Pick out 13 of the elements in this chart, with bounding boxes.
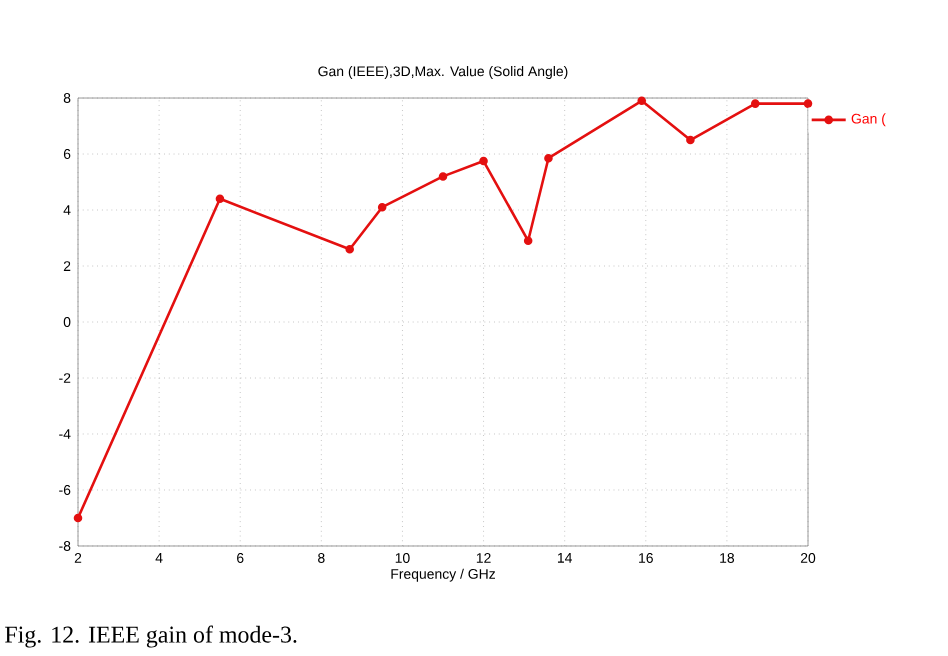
- point: [215, 194, 225, 204]
- caption: Fig. 12. IEEE gain of mode-3.: [5, 625, 297, 648]
- point: [73, 513, 83, 523]
- point: [438, 172, 448, 181]
- point: [377, 202, 387, 212]
- point: [345, 244, 355, 254]
- point: [686, 135, 695, 145]
- point: [637, 96, 647, 106]
- point: [803, 99, 813, 108]
- point: [544, 153, 553, 163]
- point: [751, 99, 760, 108]
- point: [479, 156, 488, 166]
- point: [523, 236, 533, 246]
